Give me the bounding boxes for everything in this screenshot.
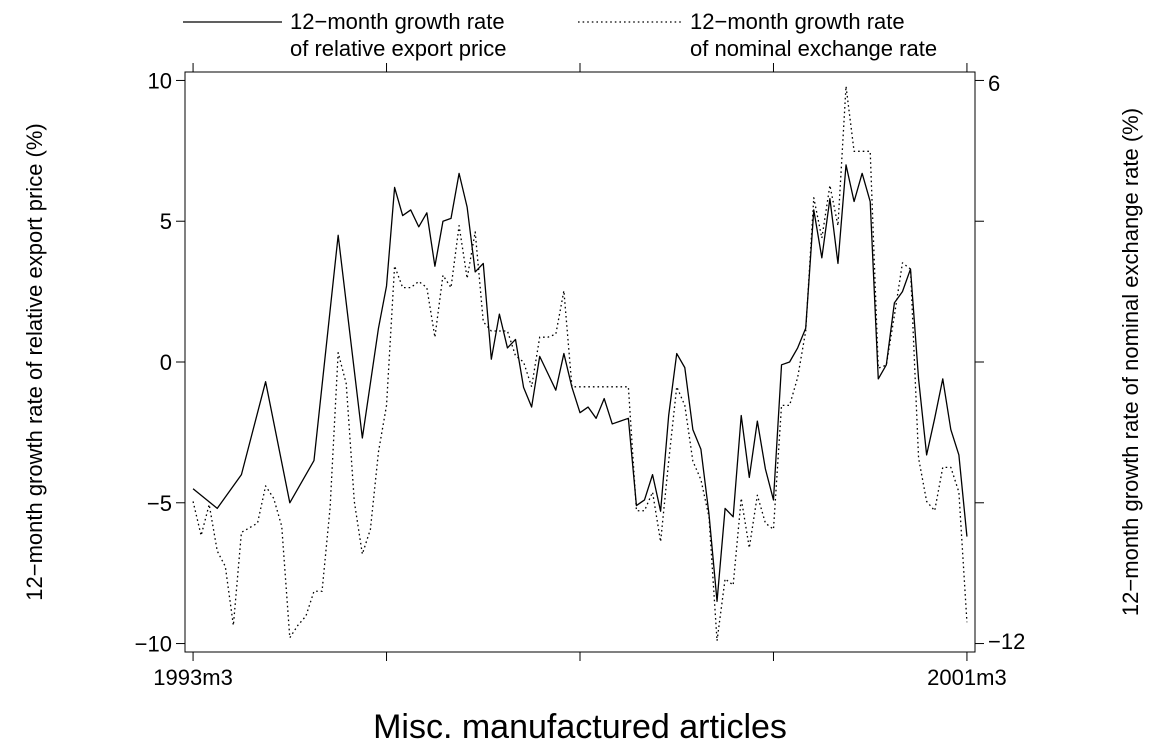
series-line-2 [192, 85, 968, 642]
series-line-1 [192, 164, 968, 602]
x-tick-label: 1993m3 [153, 665, 233, 690]
y-tick-label: 5 [160, 209, 172, 234]
legend-label-2-cont: of nominal exchange rate [690, 36, 937, 61]
y2-tick-label: −12 [988, 629, 1025, 654]
series-lines [192, 85, 968, 642]
legend-label-1: 12−month growth rate [290, 9, 505, 34]
y-tick-label: 0 [160, 350, 172, 375]
y-tick-label: −5 [147, 491, 172, 516]
y-tick-label: 10 [148, 68, 172, 93]
y2-tick-label: 6 [988, 71, 1000, 96]
legend-label-2: 12−month growth rate [690, 9, 905, 34]
x-tick-label: 2001m3 [927, 665, 1007, 690]
chart-title: Misc. manufactured articles [373, 708, 787, 746]
y-axis-label: 12−month growth rate of relative export … [22, 123, 47, 601]
axes: −10 −5 0 5 10 −12 6 1993m3 2001m3 [135, 63, 1025, 690]
legend-label-1-cont: of relative export price [290, 36, 506, 61]
plot-frame [184, 71, 976, 653]
y2-axis-label: 12−month growth rate of nominal exchange… [1118, 108, 1143, 616]
y-tick-label: −10 [135, 632, 172, 657]
